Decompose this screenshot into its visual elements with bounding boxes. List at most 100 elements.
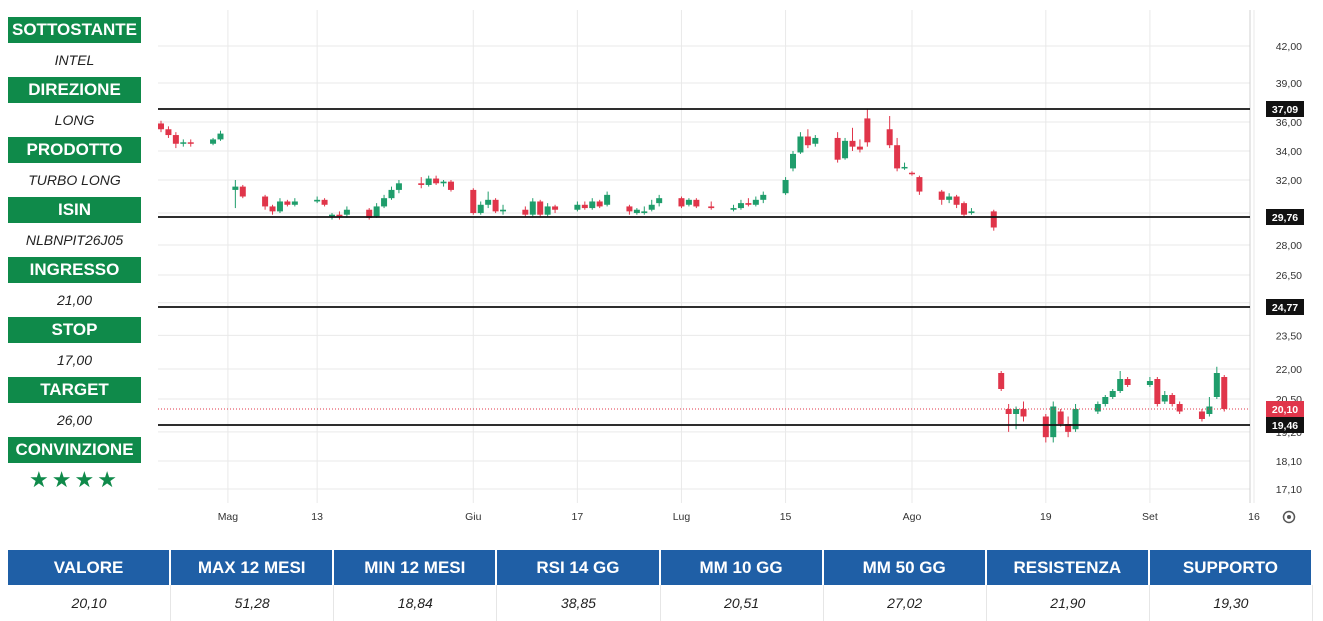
candle-body xyxy=(395,183,402,190)
prodotto-value: TURBO LONG xyxy=(28,172,121,188)
chart-grid xyxy=(158,10,1255,503)
convinzione-label: CONVINZIONE xyxy=(8,437,141,463)
candle-body xyxy=(329,214,336,217)
candle-body xyxy=(946,196,953,200)
max-12-mesi-header: MAX 12 MESI xyxy=(171,550,335,585)
y-tick-label: 26,50 xyxy=(1276,270,1302,282)
candle-body xyxy=(648,204,655,210)
candle-body xyxy=(232,186,239,190)
y-tick-label: 39,00 xyxy=(1276,78,1302,90)
level-badge xyxy=(1266,299,1304,315)
y-tick-label: 28,00 xyxy=(1276,240,1302,252)
x-tick-label: Set xyxy=(1142,511,1158,523)
candle-body xyxy=(544,206,551,215)
sottostante-label: SOTTOSTANTE xyxy=(8,17,141,43)
candle-body xyxy=(343,209,350,215)
candle-body xyxy=(574,204,581,210)
x-tick-label: 16 xyxy=(1248,511,1260,523)
candle-body xyxy=(187,142,194,144)
candle-body xyxy=(269,206,276,212)
level-badge-label: 29,76 xyxy=(1272,212,1298,224)
candle-body xyxy=(500,209,507,212)
candle-body xyxy=(752,199,759,205)
candle-body xyxy=(641,211,648,214)
candle-body xyxy=(745,203,752,205)
candle-body xyxy=(321,199,328,205)
candle-body xyxy=(908,172,915,175)
candle-body xyxy=(864,118,871,143)
candle-body xyxy=(998,373,1005,389)
candle-body xyxy=(1124,379,1131,385)
stats-table: VALORE MAX 12 MESI MIN 12 MESI RSI 14 GG… xyxy=(8,550,1313,621)
candle-body xyxy=(336,214,343,217)
candle-body xyxy=(1072,409,1079,430)
candle-body xyxy=(886,129,893,146)
candle-body xyxy=(708,206,715,209)
candle-body xyxy=(262,196,269,207)
candle-body xyxy=(626,206,633,212)
candle-body xyxy=(790,153,797,169)
candle-body xyxy=(440,181,447,184)
candle-body xyxy=(1146,381,1153,385)
candle-body xyxy=(425,178,432,185)
resistenza-header: RESISTENZA xyxy=(986,550,1150,585)
y-tick-label: 42,00 xyxy=(1276,41,1302,53)
candle-body xyxy=(730,208,737,210)
candle-body xyxy=(477,204,484,214)
candle-body xyxy=(961,203,968,215)
candle-body xyxy=(291,201,298,205)
candle-body xyxy=(938,191,945,200)
candle-body xyxy=(366,209,373,218)
x-tick-label: Ago xyxy=(903,511,922,523)
candle-body xyxy=(492,199,499,212)
candle-body xyxy=(604,194,611,205)
candle-body xyxy=(797,136,804,153)
y-tick-label: 22,00 xyxy=(1276,364,1302,376)
min-12-mesi-header: MIN 12 MESI xyxy=(334,550,498,585)
valore-header: VALORE xyxy=(8,550,172,585)
candle-body xyxy=(1176,404,1183,412)
x-tick-label: 15 xyxy=(780,511,792,523)
candle-body xyxy=(760,194,767,200)
candle-body xyxy=(172,135,179,144)
candle-body xyxy=(373,206,380,217)
candle-body xyxy=(1102,397,1109,404)
candle-body xyxy=(812,137,819,144)
settings-gear-icon[interactable] xyxy=(1282,510,1296,524)
candle-body xyxy=(239,186,246,197)
candle-body xyxy=(552,206,559,210)
conviction-stars-icon: ★★★★ xyxy=(29,467,120,492)
candlesticks xyxy=(158,108,1228,443)
level-badge xyxy=(1266,101,1304,117)
stop-value: 17,00 xyxy=(56,352,93,368)
isin-value: NLBNPIT26J05 xyxy=(25,232,124,248)
candle-body xyxy=(894,145,901,169)
last-price-badge xyxy=(1266,401,1304,417)
candle-body xyxy=(1221,377,1228,409)
candle-body xyxy=(433,178,440,184)
last-price-label: 20,10 xyxy=(1272,404,1298,416)
candle-body xyxy=(165,129,172,136)
candle-body xyxy=(388,189,395,199)
candle-body xyxy=(1065,424,1072,432)
candle-body xyxy=(485,199,492,205)
candle-body xyxy=(737,203,744,209)
candle-body xyxy=(968,211,975,214)
candle-body xyxy=(537,201,544,215)
candle-body xyxy=(916,177,923,192)
candle-body xyxy=(284,201,291,205)
price-chart[interactable]: 42,0039,0036,0034,0032,0030,0028,0026,50… xyxy=(150,10,1310,532)
trade-info-panel: SOTTOSTANTE INTEL DIREZIONE LONG PRODOTT… xyxy=(8,17,141,497)
isin-label: ISIN xyxy=(8,197,141,223)
candle-body xyxy=(685,199,692,205)
stop-label: STOP xyxy=(8,317,141,343)
mm-50-gg-header: MM 50 GG xyxy=(823,550,987,585)
ingresso-value: 21,00 xyxy=(56,292,93,308)
candle-body xyxy=(678,198,685,207)
candle-body xyxy=(210,139,217,144)
candle-body xyxy=(447,181,454,190)
candle-body xyxy=(901,166,908,169)
candle-body xyxy=(470,189,477,214)
x-tick-label: Giu xyxy=(465,511,482,523)
candle-body xyxy=(381,198,388,207)
